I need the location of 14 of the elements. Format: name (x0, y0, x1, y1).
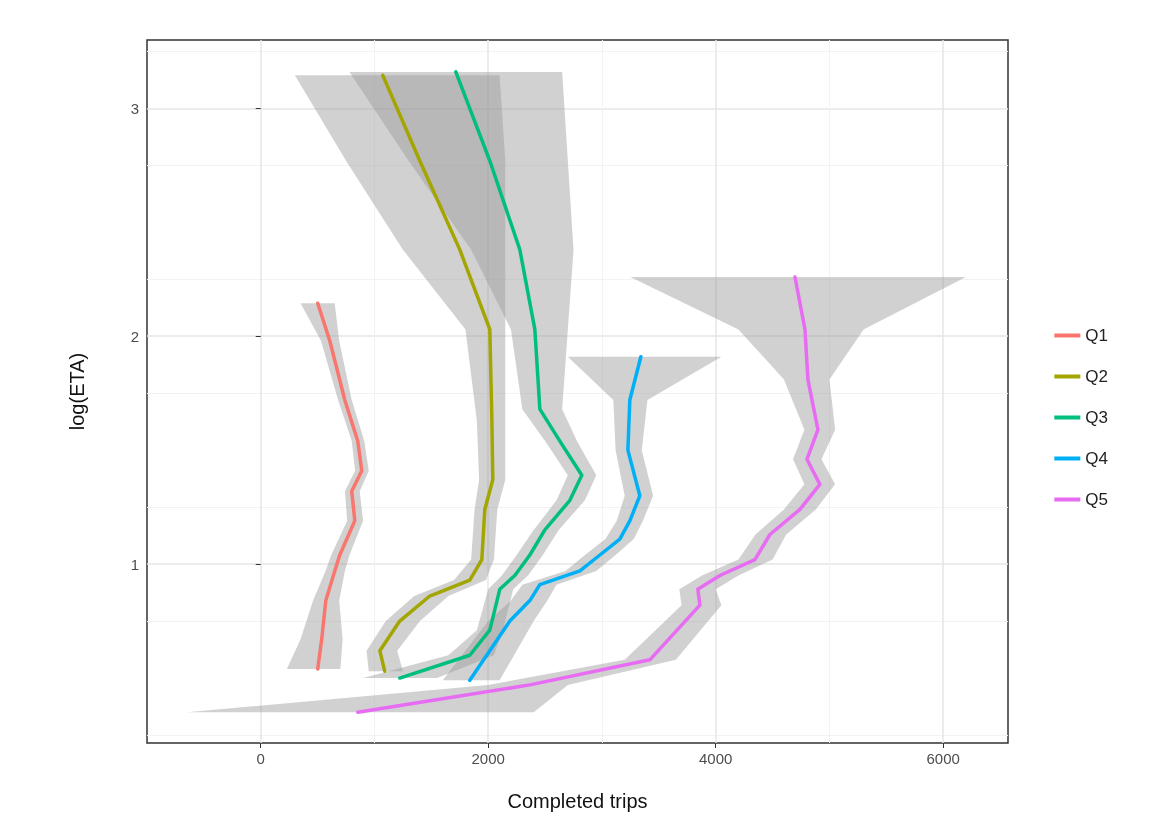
x-tick-label: 4000 (699, 750, 733, 767)
x-axis-title: Completed trips (507, 790, 648, 812)
legend-label: Q4 (1085, 449, 1109, 468)
x-tick-label: 0 (256, 750, 265, 767)
legend-label: Q2 (1085, 367, 1109, 386)
y-tick-label: 2 (130, 327, 139, 345)
y-tick-label: 1 (130, 555, 139, 573)
y-tick-label: 3 (130, 99, 139, 117)
x-tick-label: 2000 (471, 750, 505, 767)
x-tick-label: 6000 (926, 750, 960, 767)
legend-label: Q1 (1085, 326, 1109, 345)
legend-label: Q3 (1085, 408, 1109, 427)
y-axis-title: log(ETA) (66, 352, 88, 431)
legend-label: Q5 (1085, 490, 1109, 509)
